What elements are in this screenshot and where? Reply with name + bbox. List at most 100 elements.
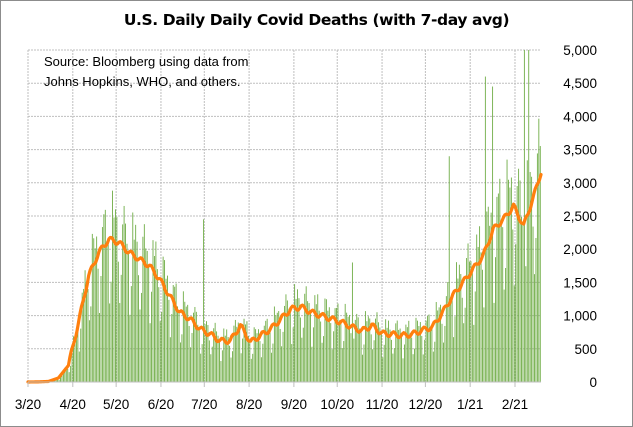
bar-daily-deaths	[123, 205, 125, 382]
bar-daily-deaths	[188, 325, 190, 382]
bar-daily-deaths	[60, 377, 61, 382]
bar-daily-deaths	[169, 337, 171, 382]
y-tick-label: 3,500	[563, 143, 597, 158]
bar-daily-deaths	[269, 330, 271, 382]
bar-daily-deaths	[253, 327, 255, 382]
bar-daily-deaths	[471, 273, 473, 382]
bar-daily-deaths	[302, 327, 304, 382]
bar-daily-deaths	[73, 336, 74, 382]
bar-daily-deaths	[252, 353, 254, 382]
bar-daily-deaths	[482, 269, 483, 382]
bar-daily-deaths	[91, 233, 93, 382]
x-tick-label: 9/20	[281, 397, 307, 412]
bar-daily-deaths	[466, 258, 468, 382]
bar-daily-deaths	[438, 307, 440, 382]
y-tick-label: 4,500	[563, 76, 597, 91]
bar-daily-deaths	[474, 291, 476, 382]
bar-daily-deaths	[234, 319, 236, 382]
bar-daily-deaths	[229, 345, 231, 382]
bar-daily-deaths	[440, 304, 442, 382]
bar-daily-deaths	[534, 274, 535, 382]
bar-daily-deaths	[175, 283, 177, 382]
bar-daily-deaths	[211, 346, 213, 382]
bar-daily-deaths	[484, 76, 486, 382]
bar-daily-deaths	[86, 286, 87, 382]
bar-daily-deaths	[197, 324, 199, 382]
bar-daily-deaths	[308, 303, 310, 382]
x-tick-label: 10/20	[320, 397, 354, 412]
bar-daily-deaths	[315, 304, 317, 382]
bar-daily-deaths	[194, 306, 196, 382]
bar-daily-deaths	[273, 306, 275, 382]
y-tick-label: 3,000	[563, 176, 597, 191]
bar-daily-deaths	[200, 353, 202, 382]
bar-daily-deaths	[539, 146, 541, 382]
bar-daily-deaths	[276, 312, 278, 382]
bar-daily-deaths	[444, 325, 446, 382]
bar-daily-deaths	[259, 341, 261, 382]
bar-daily-deaths	[117, 261, 119, 382]
bar-daily-deaths	[224, 335, 226, 382]
y-tick-label: 500	[574, 342, 597, 357]
bar-daily-deaths	[463, 323, 465, 382]
bar-daily-deaths	[418, 326, 420, 382]
bar-daily-deaths	[94, 248, 96, 382]
bar-daily-deaths	[354, 319, 356, 382]
bar-daily-deaths	[203, 219, 205, 382]
bar-daily-deaths	[408, 320, 410, 382]
bar-daily-deaths	[77, 330, 79, 382]
bar-daily-deaths	[75, 327, 77, 382]
y-tick-label: 2,000	[563, 242, 597, 257]
y-tick-label: 2,500	[563, 209, 597, 224]
bar-daily-deaths	[457, 278, 459, 382]
bar-daily-deaths	[538, 118, 540, 383]
bar-daily-deaths	[217, 335, 219, 382]
bar-daily-deaths	[165, 278, 167, 382]
bar-daily-deaths	[146, 251, 148, 382]
bar-daily-deaths	[343, 341, 345, 382]
bar-daily-deaths	[159, 321, 161, 382]
bar-daily-deaths	[325, 299, 327, 382]
bar-daily-deaths	[383, 344, 385, 382]
bar-daily-deaths	[64, 367, 66, 382]
x-axis-labels: 3/20 4/20 5/20 6/20 7/20 8/20 9/20 10/20 11/20 12…	[15, 397, 528, 412]
x-tick-label: 11/20	[366, 397, 399, 412]
bar-daily-deaths	[130, 286, 132, 382]
bar-daily-deaths	[314, 295, 316, 382]
x-tick-label: 1/21	[457, 397, 483, 412]
bar-daily-deaths	[256, 333, 258, 382]
bar-daily-deaths	[284, 305, 285, 382]
bar-daily-deaths	[161, 312, 163, 382]
bar-daily-deaths	[377, 322, 379, 382]
bar-daily-deaths	[275, 315, 277, 382]
bar-daily-deaths	[81, 292, 83, 382]
bar-daily-deaths	[112, 190, 113, 382]
bar-daily-deaths	[246, 321, 248, 382]
bar-daily-deaths	[151, 291, 153, 382]
bar-daily-deaths	[168, 299, 170, 382]
bar-daily-deaths	[219, 339, 220, 382]
bar-daily-deaths	[506, 159, 508, 382]
bar-daily-deaths	[445, 296, 447, 382]
bar-daily-deaths	[382, 357, 384, 382]
bar-daily-deaths	[232, 351, 233, 382]
bar-daily-deaths	[523, 50, 525, 382]
bar-daily-deaths	[443, 342, 444, 382]
bar-daily-deaths	[122, 224, 124, 382]
bar-daily-deaths	[337, 303, 339, 382]
bar-daily-deaths	[483, 307, 485, 382]
bar-series-daily-deaths	[29, 50, 541, 383]
bar-daily-deaths	[107, 243, 109, 382]
bar-daily-deaths	[510, 177, 512, 382]
bar-daily-deaths	[435, 302, 437, 382]
bar-daily-deaths	[285, 294, 287, 382]
bar-daily-deaths	[156, 269, 158, 382]
bar-daily-deaths	[422, 354, 424, 382]
bar-daily-deaths	[106, 241, 108, 382]
bar-daily-deaths	[363, 344, 365, 382]
bar-daily-deaths	[367, 316, 369, 382]
bar-daily-deaths	[393, 348, 395, 382]
bar-daily-deaths	[249, 342, 251, 382]
bar-daily-deaths	[496, 196, 498, 382]
bar-daily-deaths	[360, 330, 362, 382]
